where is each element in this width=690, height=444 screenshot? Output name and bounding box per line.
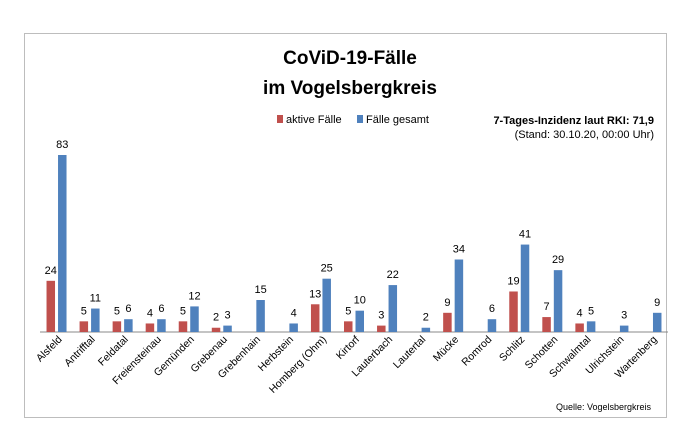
bar-gesamt-freiensteinau bbox=[157, 319, 166, 332]
bar-gesamt-schwalmtal bbox=[586, 321, 596, 332]
legend-swatch-aktive bbox=[277, 115, 283, 123]
data-label-aktive-schlitz: 19 bbox=[507, 275, 519, 287]
tick-label-mücke: Mücke bbox=[431, 334, 461, 364]
data-label-aktive-mücke: 9 bbox=[444, 297, 450, 309]
data-label-gesamt-schwalmtal: 5 bbox=[588, 305, 594, 317]
data-label-aktive-gemünden: 5 bbox=[180, 305, 186, 317]
bar-aktive-schwalmtal bbox=[575, 323, 584, 332]
data-label-gesamt-homberg-ohm-: 25 bbox=[321, 263, 333, 275]
bar-gesamt-homberg-ohm- bbox=[322, 278, 331, 332]
bar-aktive-freiensteinau bbox=[145, 323, 155, 332]
data-label-aktive-feldatal: 5 bbox=[114, 305, 120, 317]
bar-aktive-mücke bbox=[443, 312, 452, 332]
bar-aktive-antrifftal bbox=[79, 321, 89, 332]
bar-gesamt-kirtorf bbox=[355, 310, 364, 332]
data-label-aktive-freiensteinau: 4 bbox=[147, 307, 153, 319]
data-label-gesamt-grebenhain: 15 bbox=[254, 284, 266, 296]
source-text: Quelle: Vogelsbergkreis bbox=[556, 402, 652, 412]
bar-gesamt-alsfeld bbox=[58, 155, 67, 332]
data-label-aktive-antrifftal: 5 bbox=[81, 305, 87, 317]
tick-label-alsfeld: Alsfeld bbox=[34, 334, 65, 365]
status-date-text: (Stand: 30.10.20, 00:00 Uhr) bbox=[515, 129, 654, 141]
tick-label-antrifftal: Antrifftal bbox=[62, 334, 98, 370]
data-label-gesamt-mücke: 34 bbox=[453, 243, 465, 255]
incidence-text: 7-Tages-Inzidenz laut RKI: 71,9 bbox=[493, 115, 654, 127]
legend-label-aktive: aktive Fälle bbox=[286, 114, 342, 126]
data-label-gesamt-alsfeld: 83 bbox=[56, 139, 68, 151]
data-label-gesamt-kirtorf: 10 bbox=[354, 295, 366, 307]
bar-gesamt-schotten bbox=[553, 270, 563, 332]
tick-label-lautertal: Lautertal bbox=[391, 334, 428, 371]
bar-gesamt-herbstein bbox=[289, 323, 298, 332]
data-label-gesamt-wartenberg: 9 bbox=[654, 297, 660, 309]
tick-label-kirtorf: Kirtorf bbox=[334, 334, 362, 362]
legend-swatch-gesamt bbox=[357, 115, 363, 123]
data-label-gesamt-schlitz: 41 bbox=[519, 229, 531, 241]
bar-gesamt-mücke bbox=[454, 259, 464, 332]
data-label-gesamt-ulrichstein: 3 bbox=[621, 310, 627, 322]
data-label-aktive-schotten: 7 bbox=[544, 301, 550, 313]
data-label-gesamt-antrifftal: 11 bbox=[90, 293, 101, 305]
bar-aktive-gemünden bbox=[178, 321, 188, 332]
data-label-gesamt-schotten: 29 bbox=[552, 254, 564, 266]
data-label-aktive-kirtorf: 5 bbox=[345, 305, 351, 317]
chart-frame bbox=[24, 33, 667, 418]
tick-label-schlitz: Schlitz bbox=[497, 334, 527, 364]
bar-gesamt-schlitz bbox=[520, 244, 530, 332]
data-label-gesamt-lautertal: 2 bbox=[423, 312, 429, 324]
bar-gesamt-feldatal bbox=[124, 319, 133, 332]
data-label-gesamt-romrod: 6 bbox=[489, 303, 495, 315]
data-label-aktive-schwalmtal: 4 bbox=[577, 307, 583, 319]
tick-label-romrod: Romrod bbox=[459, 334, 494, 369]
tick-label-homberg-ohm-: Homberg (Ohm) bbox=[267, 334, 329, 396]
data-label-gesamt-herbstein: 4 bbox=[291, 307, 297, 319]
chart-title-line2: im Vogelsbergkreis bbox=[263, 78, 437, 99]
bar-gesamt-gemünden bbox=[190, 306, 199, 332]
data-label-gesamt-lauterbach: 22 bbox=[387, 269, 399, 281]
legend-label-gesamt: Fälle gesamt bbox=[366, 114, 429, 126]
data-label-gesamt-freiensteinau: 6 bbox=[158, 303, 164, 315]
bar-gesamt-grebenau bbox=[223, 325, 232, 332]
bar-aktive-schotten bbox=[542, 317, 551, 332]
bar-aktive-lauterbach bbox=[377, 325, 386, 332]
bar-gesamt-lautertal bbox=[421, 327, 431, 332]
bar-gesamt-antrifftal bbox=[91, 308, 100, 332]
bar-aktive-schlitz bbox=[509, 291, 518, 332]
bar-gesamt-grebenhain bbox=[256, 300, 265, 332]
bar-gesamt-ulrichstein bbox=[619, 325, 629, 332]
bar-gesamt-lauterbach bbox=[388, 285, 398, 332]
data-label-gesamt-gemünden: 12 bbox=[188, 290, 200, 302]
bar-aktive-alsfeld bbox=[46, 280, 56, 332]
bar-gesamt-wartenberg bbox=[652, 312, 662, 332]
data-label-gesamt-grebenau: 3 bbox=[224, 310, 230, 322]
data-label-aktive-grebenau: 2 bbox=[213, 312, 219, 324]
legend: aktive Fälle Fälle gesamt bbox=[277, 114, 429, 126]
data-label-aktive-homberg-ohm-: 13 bbox=[309, 288, 321, 300]
data-label-aktive-alsfeld: 24 bbox=[45, 265, 57, 277]
bar-gesamt-romrod bbox=[487, 319, 497, 332]
data-label-aktive-lauterbach: 3 bbox=[378, 310, 384, 322]
bar-aktive-grebenau bbox=[211, 327, 221, 332]
bar-aktive-homberg-ohm- bbox=[310, 304, 320, 332]
data-label-gesamt-feldatal: 6 bbox=[125, 303, 131, 315]
bar-aktive-kirtorf bbox=[344, 321, 353, 332]
bar-aktive-feldatal bbox=[112, 321, 122, 332]
chart-title-line1: CoViD-19-Fälle bbox=[283, 48, 417, 69]
